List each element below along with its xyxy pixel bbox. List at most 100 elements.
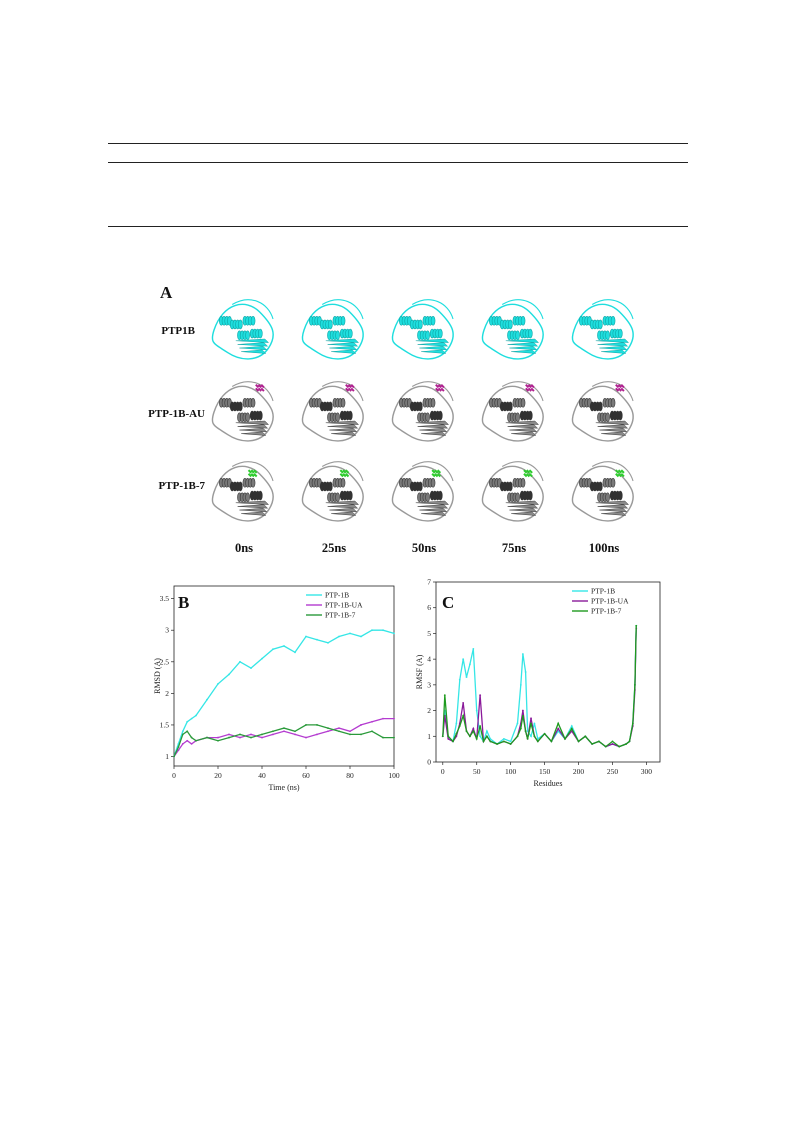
- data-point: [557, 727, 560, 730]
- data-point: [181, 742, 184, 745]
- y-tick-label: 0: [427, 758, 431, 767]
- protein-loop: [231, 299, 274, 320]
- x-tick-label: 40: [258, 771, 266, 780]
- protein-helix: [430, 478, 436, 488]
- protein-structure-0-2: [391, 299, 454, 360]
- protein-sheet: [597, 424, 629, 429]
- protein-helix: [258, 328, 263, 339]
- protein-sheet: [415, 338, 450, 343]
- protein-sheet: [235, 420, 270, 425]
- ligand-bond: [440, 387, 445, 392]
- data-point: [382, 717, 384, 720]
- data-point: [591, 743, 594, 745]
- data-point: [447, 737, 450, 740]
- protein-sheet: [331, 349, 357, 354]
- protein-sheet: [241, 431, 267, 436]
- ligand-bond: [347, 383, 352, 389]
- data-point: [502, 740, 505, 743]
- time-label-50ns: 50ns: [411, 541, 437, 555]
- data-point: [543, 732, 546, 735]
- data-point: [524, 730, 527, 733]
- ligand-bond: [525, 383, 530, 389]
- protein-helix: [335, 492, 340, 503]
- protein-helix: [438, 490, 443, 501]
- rmsf-chart: 0 50 100 150 200 250 300 0 1 2 3 4 5 6 7 Residues RMSF (…: [415, 578, 661, 788]
- data-point: [261, 657, 263, 660]
- protein-sheet: [237, 504, 269, 509]
- ligand-bond: [247, 469, 252, 474]
- protein-sheet: [325, 338, 360, 343]
- data-point: [239, 736, 241, 739]
- data-point: [239, 660, 241, 663]
- protein-sheet: [417, 504, 449, 509]
- data-point: [530, 722, 532, 725]
- protein-sheet: [241, 349, 267, 354]
- data-point: [462, 658, 465, 661]
- data-point: [570, 725, 573, 727]
- data-point: [186, 730, 189, 733]
- protein-loop: [571, 385, 634, 442]
- protein-loop: [591, 381, 634, 402]
- legend-label: PTP-1B-UA: [325, 601, 363, 610]
- data-point: [521, 709, 524, 712]
- data-point: [550, 740, 553, 743]
- x-tick-label: 60: [302, 771, 310, 780]
- data-point: [519, 683, 522, 686]
- ligand-bond: [525, 387, 530, 392]
- x-tick-label: 0: [172, 771, 176, 780]
- protein-loop: [591, 299, 634, 320]
- protein-helix: [245, 492, 250, 503]
- protein-helix: [348, 490, 353, 501]
- ligand-bond: [247, 473, 252, 478]
- data-point: [338, 635, 340, 638]
- x-tick-label: 80: [346, 771, 354, 780]
- data-point: [462, 701, 465, 704]
- protein-sheet: [597, 504, 629, 509]
- protein-helix: [340, 398, 346, 408]
- ligand-bond: [620, 387, 625, 392]
- protein-helix: [515, 492, 520, 503]
- protein-sheet: [601, 431, 627, 436]
- ligand-bond: [260, 387, 265, 392]
- data-point: [489, 740, 492, 743]
- data-point: [228, 673, 230, 676]
- data-point: [462, 714, 465, 717]
- data-point: [228, 736, 230, 739]
- protein-sheet: [325, 420, 360, 425]
- ligand-bond: [527, 383, 532, 389]
- data-point: [633, 683, 636, 686]
- ligand-bond: [342, 473, 347, 478]
- protein-sheet: [331, 511, 357, 516]
- ligand-bond: [342, 469, 347, 474]
- data-point: [472, 730, 475, 733]
- data-point: [177, 746, 180, 748]
- data-point: [496, 743, 498, 745]
- protein-loop: [211, 303, 274, 360]
- y-tick-label: 6: [427, 603, 431, 612]
- ligand-bond: [615, 383, 620, 389]
- protein-helix: [520, 316, 526, 326]
- protein-loop: [411, 299, 454, 320]
- protein-helix: [508, 401, 513, 412]
- protein-loop: [321, 461, 364, 482]
- data-point: [526, 737, 529, 740]
- protein-sheet: [601, 349, 627, 354]
- ligand-bond: [253, 473, 258, 478]
- protein-sheet: [599, 427, 628, 433]
- protein-loop: [571, 465, 634, 522]
- data-point: [371, 720, 373, 723]
- data-point: [516, 722, 519, 725]
- table-bottom-rule: [108, 226, 688, 227]
- protein-structure-0-0: [211, 299, 274, 360]
- protein-sheet: [595, 338, 630, 343]
- panel-b-letter: B: [178, 593, 190, 612]
- series-line-2: [173, 724, 394, 757]
- data-point: [604, 745, 607, 748]
- protein-sheet: [509, 345, 538, 351]
- ligand-bond: [525, 469, 531, 474]
- data-point: [479, 725, 482, 727]
- data-point: [631, 722, 634, 725]
- data-point: [524, 671, 527, 673]
- protein-loop: [501, 299, 544, 320]
- protein-helix: [335, 330, 340, 341]
